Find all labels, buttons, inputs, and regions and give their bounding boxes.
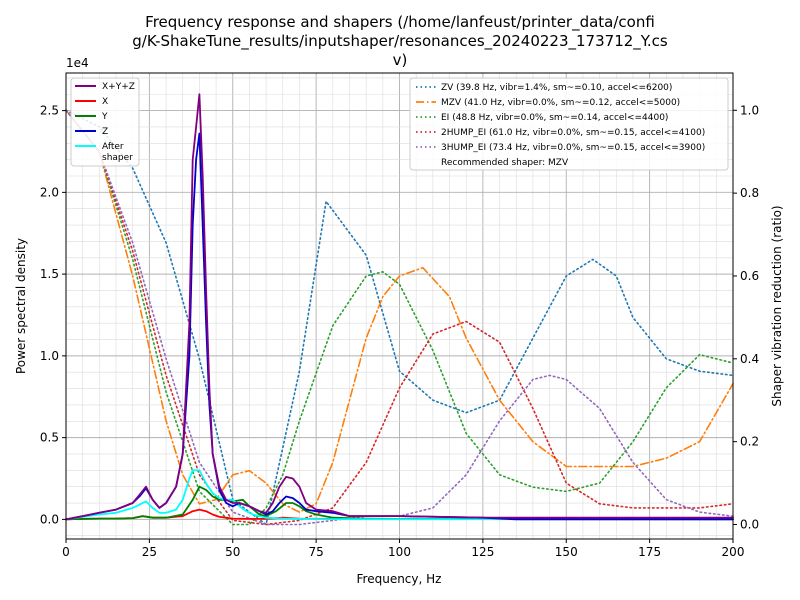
y2-tick-label: 0.8 — [740, 186, 759, 200]
legend-left-label: After — [102, 142, 124, 152]
series-line-2hump-ei — [65, 109, 734, 526]
axis-ticks: 0 25 50 75 100 125 150 175 200 0.0 0.5 1.0 1.5 2.0 2.5… — [40, 103, 759, 559]
series-line-ei — [65, 109, 734, 526]
legend-right-label: ZV (39.8 Hz, vibr=1.4%, sm~=0.10, accel<… — [441, 83, 672, 93]
x-axis-label: Frequency, Hz — [357, 572, 442, 586]
y-tick-label: 1.5 — [40, 267, 59, 281]
recommended-shaper-label: Recommended shaper: MZV — [441, 158, 569, 168]
legend-right-label: EI (48.8 Hz, vibr=0.0%, sm~=0.14, accel<… — [441, 113, 668, 123]
x-tick-label: 150 — [555, 545, 578, 559]
legend-right-label: MZV (41.0 Hz, vibr=0.0%, sm~=0.12, accel… — [441, 98, 680, 108]
y-tick-label: 1.0 — [40, 349, 59, 363]
y2-tick-label: 0.4 — [740, 352, 759, 366]
x-tick-label: 175 — [638, 545, 661, 559]
series-line-x+y+z — [65, 93, 734, 521]
x-tick-label: 50 — [225, 545, 240, 559]
legend-right-box — [409, 77, 729, 171]
legend-left-label: X — [102, 97, 108, 107]
y-axis-label: Power spectral density — [14, 238, 28, 374]
x-tick-label: 200 — [722, 545, 745, 559]
x-tick-label: 75 — [308, 545, 323, 559]
y2-axis-label: Shaper vibration reduction (ratio) — [770, 205, 784, 406]
x-tick-label: 0 — [62, 545, 70, 559]
chart-title: Frequency response and shapers (/home/la… — [132, 13, 668, 69]
y-tick-label: 0.5 — [40, 431, 59, 445]
series-line-zv — [65, 109, 734, 526]
y2-tick-label: 0.6 — [740, 269, 759, 283]
legend-right-label: 3HUMP_EI (73.4 Hz, vibr=0.0%, sm~=0.15, … — [441, 143, 705, 153]
legend-right-label: 2HUMP_EI (61.0 Hz, vibr=0.0%, sm~=0.15, … — [441, 128, 705, 138]
legend-left-label: Z — [102, 127, 108, 137]
chart-title-line: v) — [393, 51, 408, 69]
series-line-after-shaper — [65, 469, 734, 521]
chart-title-line: g/K-ShakeTune_results/inputshaper/resona… — [132, 32, 668, 51]
y2-tick-label: 1.0 — [740, 103, 759, 117]
y-tick-label: 2.5 — [40, 104, 59, 118]
series-lines — [65, 93, 734, 526]
legend-left-label: X+Y+Z — [102, 82, 135, 92]
x-tick-label: 25 — [142, 545, 157, 559]
x-tick-label: 125 — [471, 545, 494, 559]
y2-tick-label: 0.0 — [740, 518, 759, 532]
legend-left-label: Y — [101, 112, 108, 122]
series-line-3hump-ei — [65, 109, 734, 526]
chart-title-line: Frequency response and shapers (/home/la… — [145, 13, 655, 32]
x-tick-label: 100 — [388, 545, 411, 559]
y2-tick-label: 0.2 — [740, 435, 759, 449]
series-line-mzv — [65, 109, 734, 513]
y-tick-label: 0.0 — [40, 512, 59, 526]
y-exponent-label: 1e4 — [66, 56, 89, 70]
y-tick-label: 2.0 — [40, 185, 59, 199]
legend-left-label: shaper — [102, 153, 133, 163]
legend-right: ZV (39.8 Hz, vibr=1.4%, sm~=0.10, accel<… — [409, 77, 729, 171]
